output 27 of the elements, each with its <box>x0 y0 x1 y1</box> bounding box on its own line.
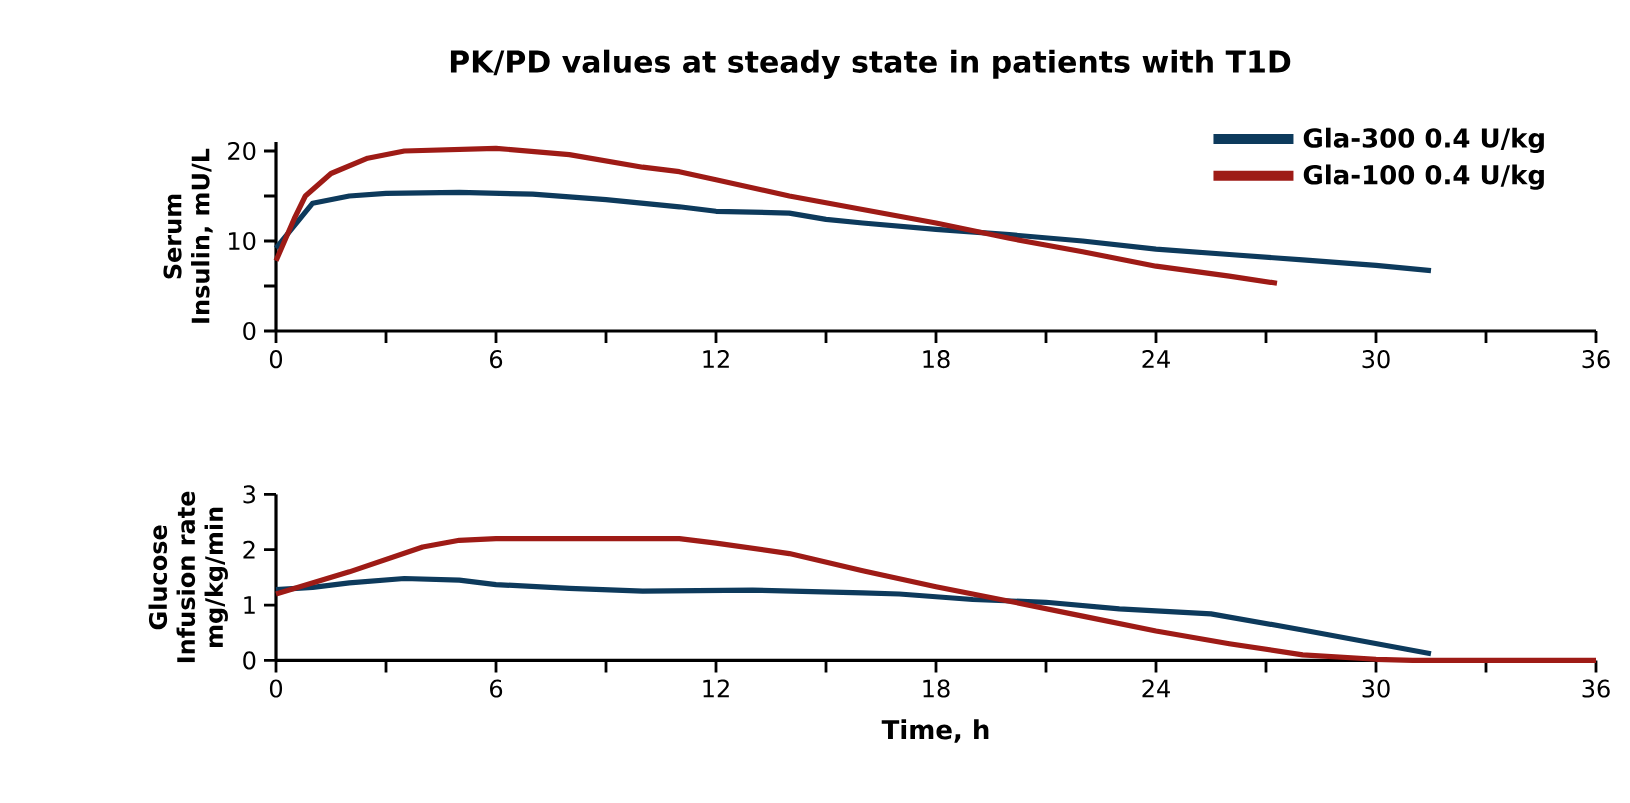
y-tick-label: 3 <box>243 485 255 504</box>
y-tick-label: 0 <box>243 321 256 341</box>
y-tick-label: 10 <box>229 231 256 251</box>
legend-label: Gla-300 0.4 U/kg <box>1303 127 1544 154</box>
x-tick-label: 18 <box>923 350 950 369</box>
x-tick-label: 6 <box>490 350 503 369</box>
y-tick-label: 2 <box>243 540 255 559</box>
y-tick-label: 0 <box>243 651 256 670</box>
y-axis-title: Serum Insulin, mU/L <box>163 148 213 323</box>
x-tick-label: 12 <box>703 679 729 698</box>
x-tick-label: 30 <box>1362 679 1390 698</box>
x-tick-label: 24 <box>1142 350 1170 368</box>
y-tick-label: 1 <box>244 596 255 614</box>
x-tick-label: 6 <box>490 679 503 698</box>
x-tick-label: 18 <box>923 679 950 698</box>
x-tick-label: 36 <box>1582 679 1610 698</box>
x-tick-label: 12 <box>703 350 729 368</box>
y-tick-label: 20 <box>228 141 256 161</box>
x-tick-label: 24 <box>1142 679 1170 698</box>
y-axis-title: Glucose Infusion rate mg/kg/min <box>148 491 228 663</box>
legend-label: Gla-100 0.4 U/kg <box>1303 164 1544 190</box>
x-tick-label: 30 <box>1362 350 1390 369</box>
chart-title: PK/PD values at steady state in patients with T1D <box>450 49 1291 79</box>
x-tick-label: 36 <box>1582 350 1610 369</box>
x-tick-label: 0 <box>269 350 283 369</box>
x-axis-title: Time, h <box>881 719 989 743</box>
x-tick-label: 0 <box>269 679 283 698</box>
